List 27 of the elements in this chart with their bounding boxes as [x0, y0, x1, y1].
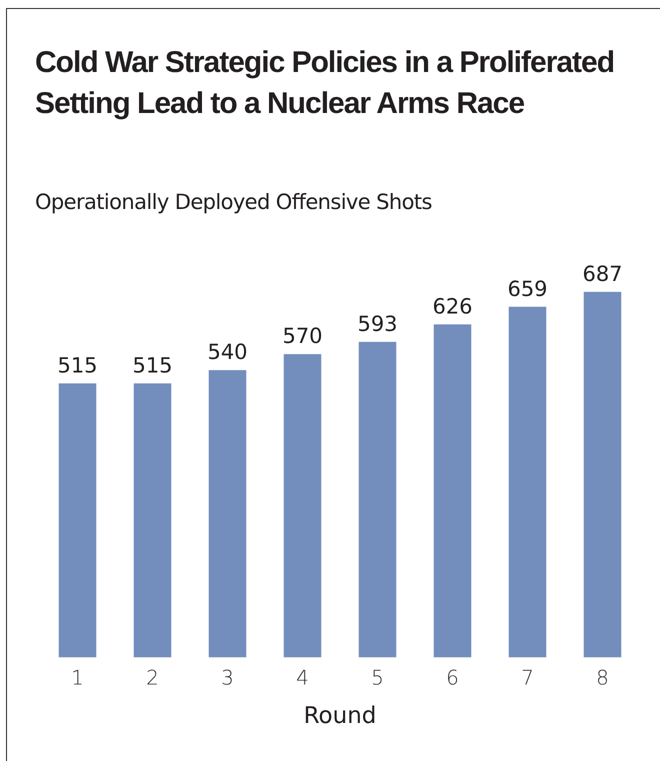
bar: [434, 324, 472, 658]
data-label: 570: [282, 324, 323, 348]
x-tick-label: 8: [596, 666, 609, 690]
bar: [358, 342, 396, 658]
bar: [58, 383, 96, 658]
data-label: 659: [507, 276, 548, 301]
chart-subtitle: Operationally Deployed Offensive Shots: [35, 190, 432, 214]
bar: [134, 383, 172, 658]
data-label: 515: [132, 353, 173, 378]
x-tick-label: 2: [146, 666, 159, 690]
x-axis-title: Round: [304, 703, 376, 730]
x-tick-label: 6: [446, 666, 459, 690]
chart-title: Cold War Strategic Policies in a Proliferated Setting Lead to a Nuclear Arms Race: [35, 45, 616, 122]
x-tick-label: 5: [371, 666, 384, 690]
data-label: 540: [207, 340, 248, 364]
x-tick-label: 4: [296, 666, 309, 690]
data-label: 687: [582, 262, 623, 286]
bar: [284, 354, 322, 658]
bar: [584, 292, 622, 658]
data-label: 626: [432, 294, 473, 318]
bar: [208, 370, 246, 658]
x-tick-label: 3: [221, 666, 234, 690]
data-label: 515: [57, 353, 98, 378]
x-tick-label: 7: [521, 666, 534, 690]
x-tick-label: 1: [71, 666, 84, 690]
bar: [508, 306, 546, 658]
data-label: 593: [357, 312, 398, 336]
